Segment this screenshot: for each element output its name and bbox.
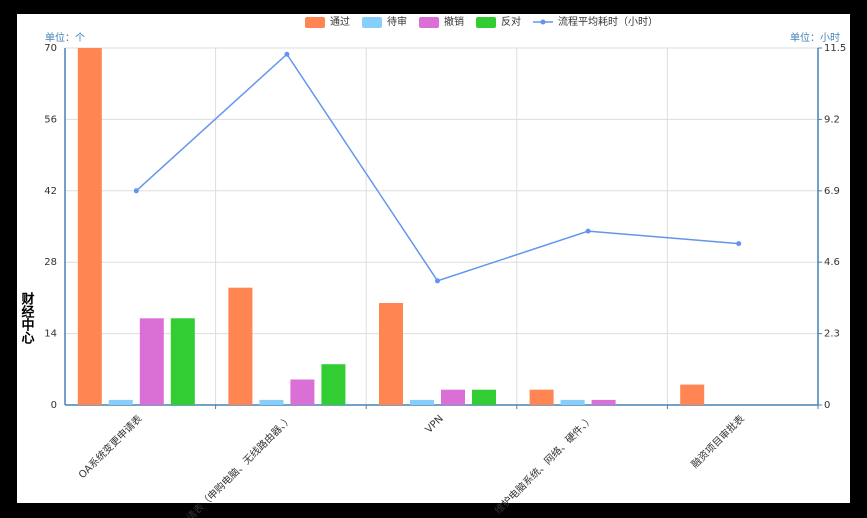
y2-tick-label: 11.5 (824, 43, 846, 54)
y-unit: 单位：个 (45, 31, 85, 44)
legend-label: 流程平均耗时（小时） (558, 15, 658, 28)
y-tick-label: 14 (44, 329, 57, 340)
legend-label: 待审 (387, 15, 407, 28)
y-tick-label: 42 (44, 186, 57, 197)
bar (108, 399, 133, 405)
legend-swatch (419, 17, 439, 28)
bar (259, 399, 284, 405)
y2-tick-label: 4.6 (824, 257, 840, 268)
legend-label: 通过 (330, 15, 350, 28)
bar (529, 389, 554, 405)
bar (379, 303, 403, 405)
bar (321, 364, 346, 405)
bar (591, 399, 616, 405)
legend-label: 反对 (501, 15, 521, 28)
y2-tick-label: 2.3 (824, 329, 840, 340)
bar (680, 384, 705, 405)
line-point (284, 51, 290, 57)
bar (139, 318, 164, 405)
y2-tick-label: 6.9 (824, 186, 840, 197)
legend-marker (540, 19, 546, 25)
y2-tick-label: 9.2 (824, 114, 840, 125)
line-point (435, 278, 440, 284)
y-axis-label: 财经中心 (19, 291, 35, 345)
y2-tick-label: 0 (824, 400, 830, 411)
line-point (133, 188, 139, 194)
y-tick-label: 28 (44, 257, 57, 268)
line-point (736, 241, 742, 247)
bar (441, 389, 465, 405)
legend-swatch (305, 17, 325, 28)
bar (228, 287, 253, 405)
chart-background (17, 14, 850, 503)
bar (560, 399, 585, 405)
bar (472, 389, 496, 405)
legend-swatch (362, 17, 382, 28)
bar (77, 48, 102, 405)
y-tick-label: 56 (44, 114, 57, 125)
y2-unit: 单位：小时 (790, 31, 840, 44)
legend-label: 撤销 (444, 15, 464, 28)
y-tick-label: 70 (44, 43, 57, 54)
y-tick-label: 0 (51, 400, 57, 411)
legend-swatch (476, 17, 496, 28)
bar (170, 318, 195, 405)
line-point (585, 228, 591, 234)
bar (410, 399, 434, 405)
bar (290, 379, 315, 405)
